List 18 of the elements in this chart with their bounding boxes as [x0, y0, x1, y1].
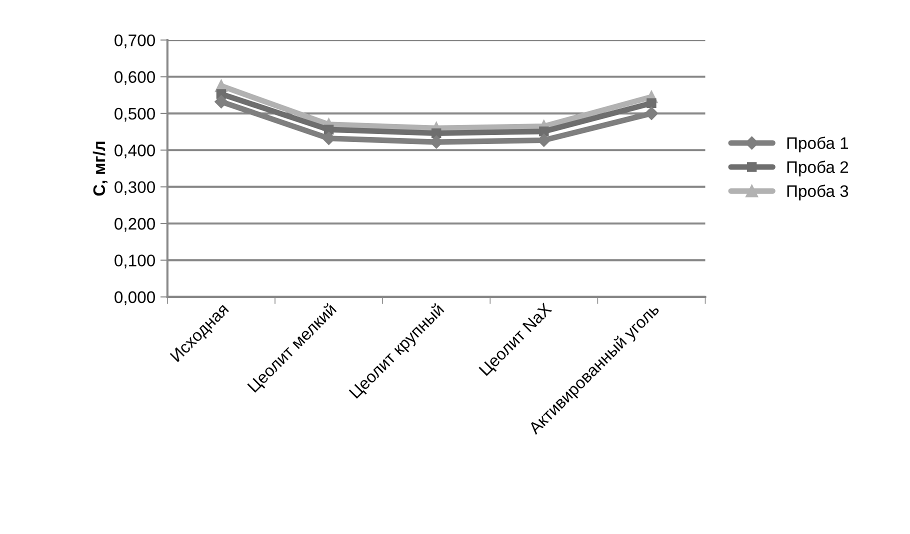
- y-tick-label: 0,700: [114, 34, 155, 48]
- legend-label: Проба 3: [787, 184, 848, 200]
- y-axis-title: С, мг/л: [92, 142, 108, 196]
- y-tick-label: 0,500: [114, 108, 155, 122]
- point: [644, 106, 658, 120]
- y-tick-label: 0,400: [114, 144, 155, 158]
- y-tick-label: 0,600: [114, 71, 155, 85]
- point: [646, 98, 656, 108]
- legend-label: Проба 2: [787, 160, 848, 176]
- point: [324, 124, 334, 134]
- point: [539, 126, 549, 136]
- point: [322, 132, 336, 145]
- y-tick-label: 0,300: [114, 181, 155, 195]
- y-tick-label: 0,200: [114, 218, 155, 232]
- y-tick-label: 0,100: [114, 254, 155, 268]
- point: [214, 95, 228, 108]
- y-tick-label: 0,000: [114, 291, 155, 306]
- legend-label: Проба 1: [787, 136, 848, 152]
